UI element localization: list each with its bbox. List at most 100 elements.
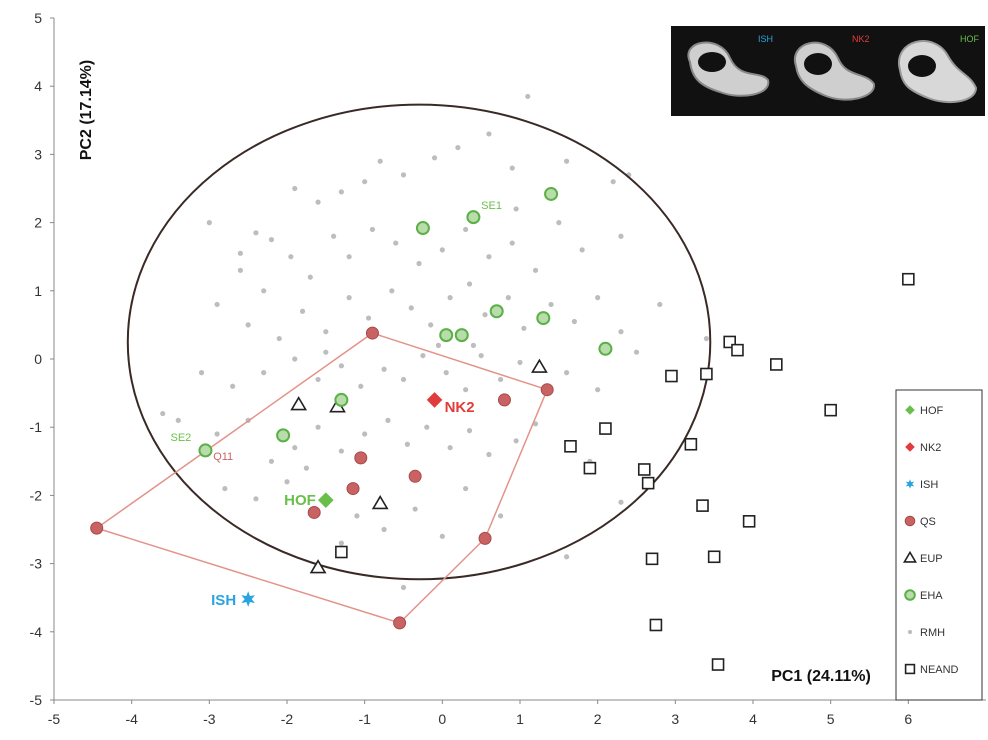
qs-point [354,451,368,465]
rmh-point [381,526,387,533]
rmh-point [466,281,473,287]
rmh-point [214,431,220,437]
rmh-point [470,342,476,348]
rmh-point [482,312,488,318]
rmh-point [253,496,259,502]
qs-point [307,505,321,519]
neand-point [649,618,663,632]
rmh-point [595,387,601,393]
rmh-point [230,383,236,389]
nk2-specimen-label: NK2 [445,399,475,416]
y-tick-label: -5 [30,692,43,708]
rmh-point [513,206,519,212]
rmh-point [657,301,663,308]
rmh-point [439,533,445,539]
rmh-point [424,424,430,430]
inner-ear-hof-image [898,40,978,104]
hof-point [318,492,334,508]
rmh-point [579,247,585,253]
neand-point [564,439,577,453]
eha-point [489,304,504,319]
rmh-point [505,295,511,301]
rmh-point [486,131,492,137]
rmh-point [564,554,570,560]
rmh-point [532,267,539,273]
rmh-point [486,254,492,260]
legend-box [895,389,983,701]
qs-point [90,521,104,535]
inner-ear-ish-image [687,41,770,97]
y-tick-label: 4 [34,78,42,94]
qs-point [365,326,379,340]
x-axis-title: PC1 (24.11%) [771,668,871,685]
inner-ear-nk2-image [793,41,876,101]
legend-marker-nk2 [905,442,915,452]
rmh-point [160,410,166,417]
neand-point [599,422,612,435]
inset-label-hof: HOF [960,34,980,44]
annotation-label: SE2 [171,432,192,444]
x-tick-label: 6 [904,711,912,727]
rmh-point [292,445,298,451]
rmh-point [466,428,473,434]
rmh-point [486,451,492,458]
rmh-point [618,499,624,505]
rmh-point [268,458,275,464]
eup-point [290,396,308,411]
rmh-point [463,485,469,492]
rmh-point [323,349,329,355]
y-tick-label: -4 [30,624,43,640]
rmh-point [509,165,515,171]
neand-point [824,403,837,417]
rmh-point [315,376,321,383]
eup-point [371,495,389,510]
rmh-point [703,335,710,342]
rmh-point [268,237,275,243]
eha-point [276,428,291,443]
rmh-point [253,230,259,236]
rmh-point [338,189,344,195]
rmh-point [288,254,294,260]
legend-marker-rmh [907,629,913,635]
series-points: HOF NK2 ISH [90,186,915,671]
annotation-label: SE1 [481,200,502,212]
rmh-point [400,376,407,383]
neand-point [645,552,659,566]
rmh-point [416,260,422,267]
rmh-point [222,485,228,492]
rmh-point [261,370,267,376]
eha-point [598,341,613,356]
neand-point [731,343,744,357]
axis-ticks: -5 -4 -3 -2 -1 0 1 2 3 4 5 6 -5 -4 -3 -2 -1 0 1 2 3 4 5 [30,10,913,727]
rmh-point [431,155,438,161]
eha-point [334,392,349,407]
x-tick-label: -5 [48,711,61,727]
rmh-point [521,325,527,331]
rmh-point [331,233,337,239]
rmh-point [237,250,243,256]
legend-label-eha: EHA [920,590,943,602]
rmh-point [198,370,205,376]
rmh-point [463,387,469,393]
rmh-point [443,370,449,376]
rmh-point [175,417,181,423]
eup-point [531,358,548,373]
neand-point [665,369,678,383]
inset-label-nk2: NK2 [852,34,870,44]
x-tick-label: 4 [749,711,757,727]
qs-point [478,531,492,545]
rmh-point [618,329,624,335]
x-tick-label: -3 [203,711,216,727]
rmh-point [513,438,519,444]
rmh-point [564,370,570,376]
rmh-point [478,352,484,359]
rmh-point [338,363,344,369]
rmh-point [362,431,368,437]
rmh-point [610,179,616,185]
x-tick-label: -2 [281,711,294,727]
rmh-point [618,233,624,239]
rmh-point [497,513,504,519]
y-tick-label: 1 [34,283,42,299]
legend-label-neand: NEAND [920,664,959,676]
neand-point [723,335,737,349]
